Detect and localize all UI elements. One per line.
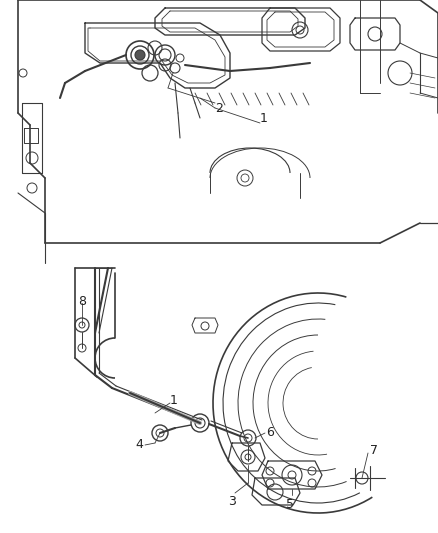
Text: 7: 7: [370, 445, 378, 457]
Text: 1: 1: [260, 111, 268, 125]
Text: 1: 1: [170, 393, 178, 407]
Text: 3: 3: [228, 495, 236, 508]
Text: 2: 2: [215, 101, 223, 115]
Text: 5: 5: [286, 498, 294, 511]
Text: 6: 6: [266, 426, 274, 440]
Circle shape: [135, 50, 145, 60]
Text: 8: 8: [78, 295, 86, 308]
Text: 4: 4: [135, 439, 143, 451]
